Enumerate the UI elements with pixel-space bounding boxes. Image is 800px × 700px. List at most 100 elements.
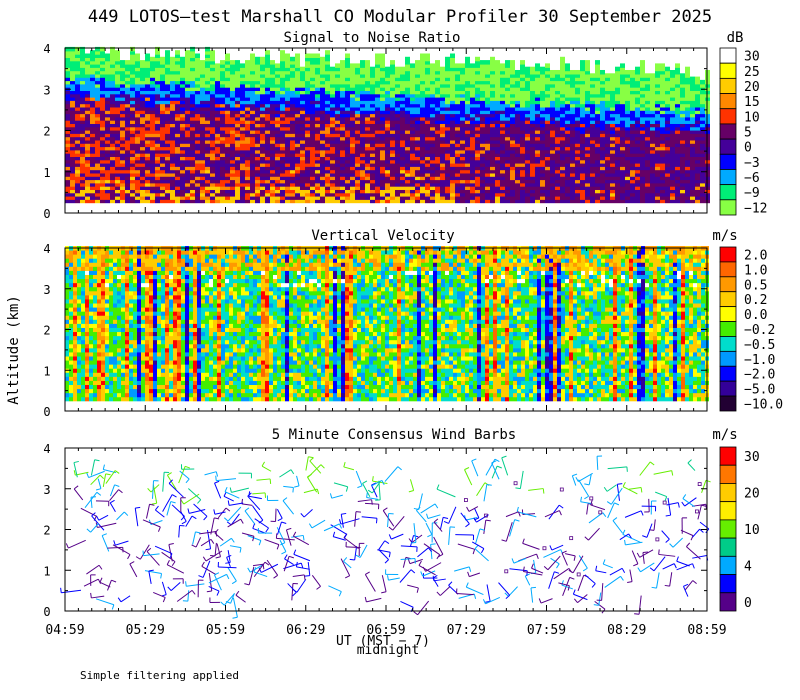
snr-cell (100, 93, 105, 98)
snr-cell (130, 152, 135, 157)
snr-cell (520, 168, 525, 174)
snr-cell (615, 135, 620, 141)
snr-cell (150, 145, 155, 151)
snr-cell (515, 73, 520, 78)
snr-cell (510, 109, 515, 115)
snr-cell (110, 83, 115, 88)
snr-cell (555, 188, 560, 194)
snr-cell (305, 106, 310, 111)
snr-cell (135, 66, 140, 72)
snr-cell (425, 53, 430, 58)
snr-cell (120, 175, 125, 181)
snr-cell (430, 149, 435, 154)
snr-cell (135, 96, 140, 101)
snr-cell (585, 145, 590, 151)
snr-cell (430, 73, 435, 78)
snr-cell (395, 116, 400, 121)
snr-cell (135, 122, 140, 128)
snr-cell (550, 83, 555, 88)
snr-cell (580, 192, 585, 197)
snr-cell (210, 159, 215, 164)
snr-cell (405, 178, 410, 184)
snr-cell (190, 155, 195, 161)
snr-cell (600, 112, 605, 118)
snr-cell (390, 195, 395, 200)
snr-cell (85, 116, 90, 121)
snr-cell (305, 76, 310, 82)
snr-cell (565, 165, 570, 171)
snr-cell (595, 116, 600, 121)
snr-cell (95, 132, 100, 138)
snr-cell (350, 112, 355, 118)
snr-cell (305, 86, 310, 91)
snr-cell (580, 132, 585, 138)
snr-cell (105, 135, 110, 141)
snr-cell (90, 69, 95, 75)
snr-cell (300, 155, 305, 161)
snr-cell (230, 63, 235, 68)
snr-cell (240, 116, 245, 121)
snr-cell (500, 109, 505, 115)
snr-cell (450, 178, 455, 184)
snr-cell (95, 149, 100, 154)
snr-cell (420, 83, 425, 88)
snr-cell (450, 139, 455, 144)
snr-cell (220, 145, 225, 151)
snr-cell (270, 102, 275, 108)
snr-cell (90, 126, 95, 131)
snr-cell (415, 198, 420, 204)
snr-cell (300, 198, 305, 204)
snr-cell (280, 116, 285, 121)
snr-cell (105, 182, 110, 187)
snr-cell (435, 129, 440, 134)
snr-cell (80, 129, 85, 134)
snr-cell (170, 63, 175, 68)
snr-cell (230, 192, 235, 197)
snr-cell (605, 159, 610, 164)
snr-cell (105, 172, 110, 177)
snr-cell (165, 102, 170, 108)
snr-cell (615, 175, 620, 181)
snr-cell (590, 126, 595, 131)
snr-cell (305, 178, 310, 184)
snr-cell (225, 122, 230, 128)
snr-cell (590, 112, 595, 118)
snr-cell (515, 126, 520, 131)
snr-cell (355, 116, 360, 121)
snr-cell (420, 63, 425, 68)
snr-cell (70, 165, 75, 171)
snr-cell (420, 162, 425, 167)
snr-cell (245, 79, 250, 85)
snr-cell (365, 96, 370, 101)
snr-cell (325, 132, 330, 138)
snr-cell (370, 185, 375, 190)
snr-cell (395, 192, 400, 197)
snr-cell (260, 175, 265, 181)
snr-cell (345, 93, 350, 98)
snr-cell (185, 112, 190, 118)
snr-cell (165, 135, 170, 141)
snr-cell (495, 195, 500, 200)
snr-cell (445, 73, 450, 78)
snr-cell (100, 152, 105, 157)
snr-cell (220, 178, 225, 184)
snr-cell (520, 145, 525, 151)
snr-cell (615, 172, 620, 177)
snr-cell (370, 76, 375, 82)
snr-cell (415, 165, 420, 171)
snr-cell (445, 192, 450, 197)
snr-cell (385, 142, 390, 148)
snr-cell (385, 198, 390, 204)
snr-cell (215, 66, 220, 72)
snr-cell (115, 168, 120, 174)
snr-cell (540, 149, 545, 154)
snr-cell (155, 93, 160, 98)
snr-cell (530, 185, 535, 190)
snr-cell (465, 192, 470, 197)
snr-cell (165, 96, 170, 101)
snr-cell (630, 159, 635, 164)
snr-cell (100, 182, 105, 187)
snr-cell (545, 195, 550, 200)
snr-cell (415, 106, 420, 111)
snr-cell (470, 155, 475, 161)
